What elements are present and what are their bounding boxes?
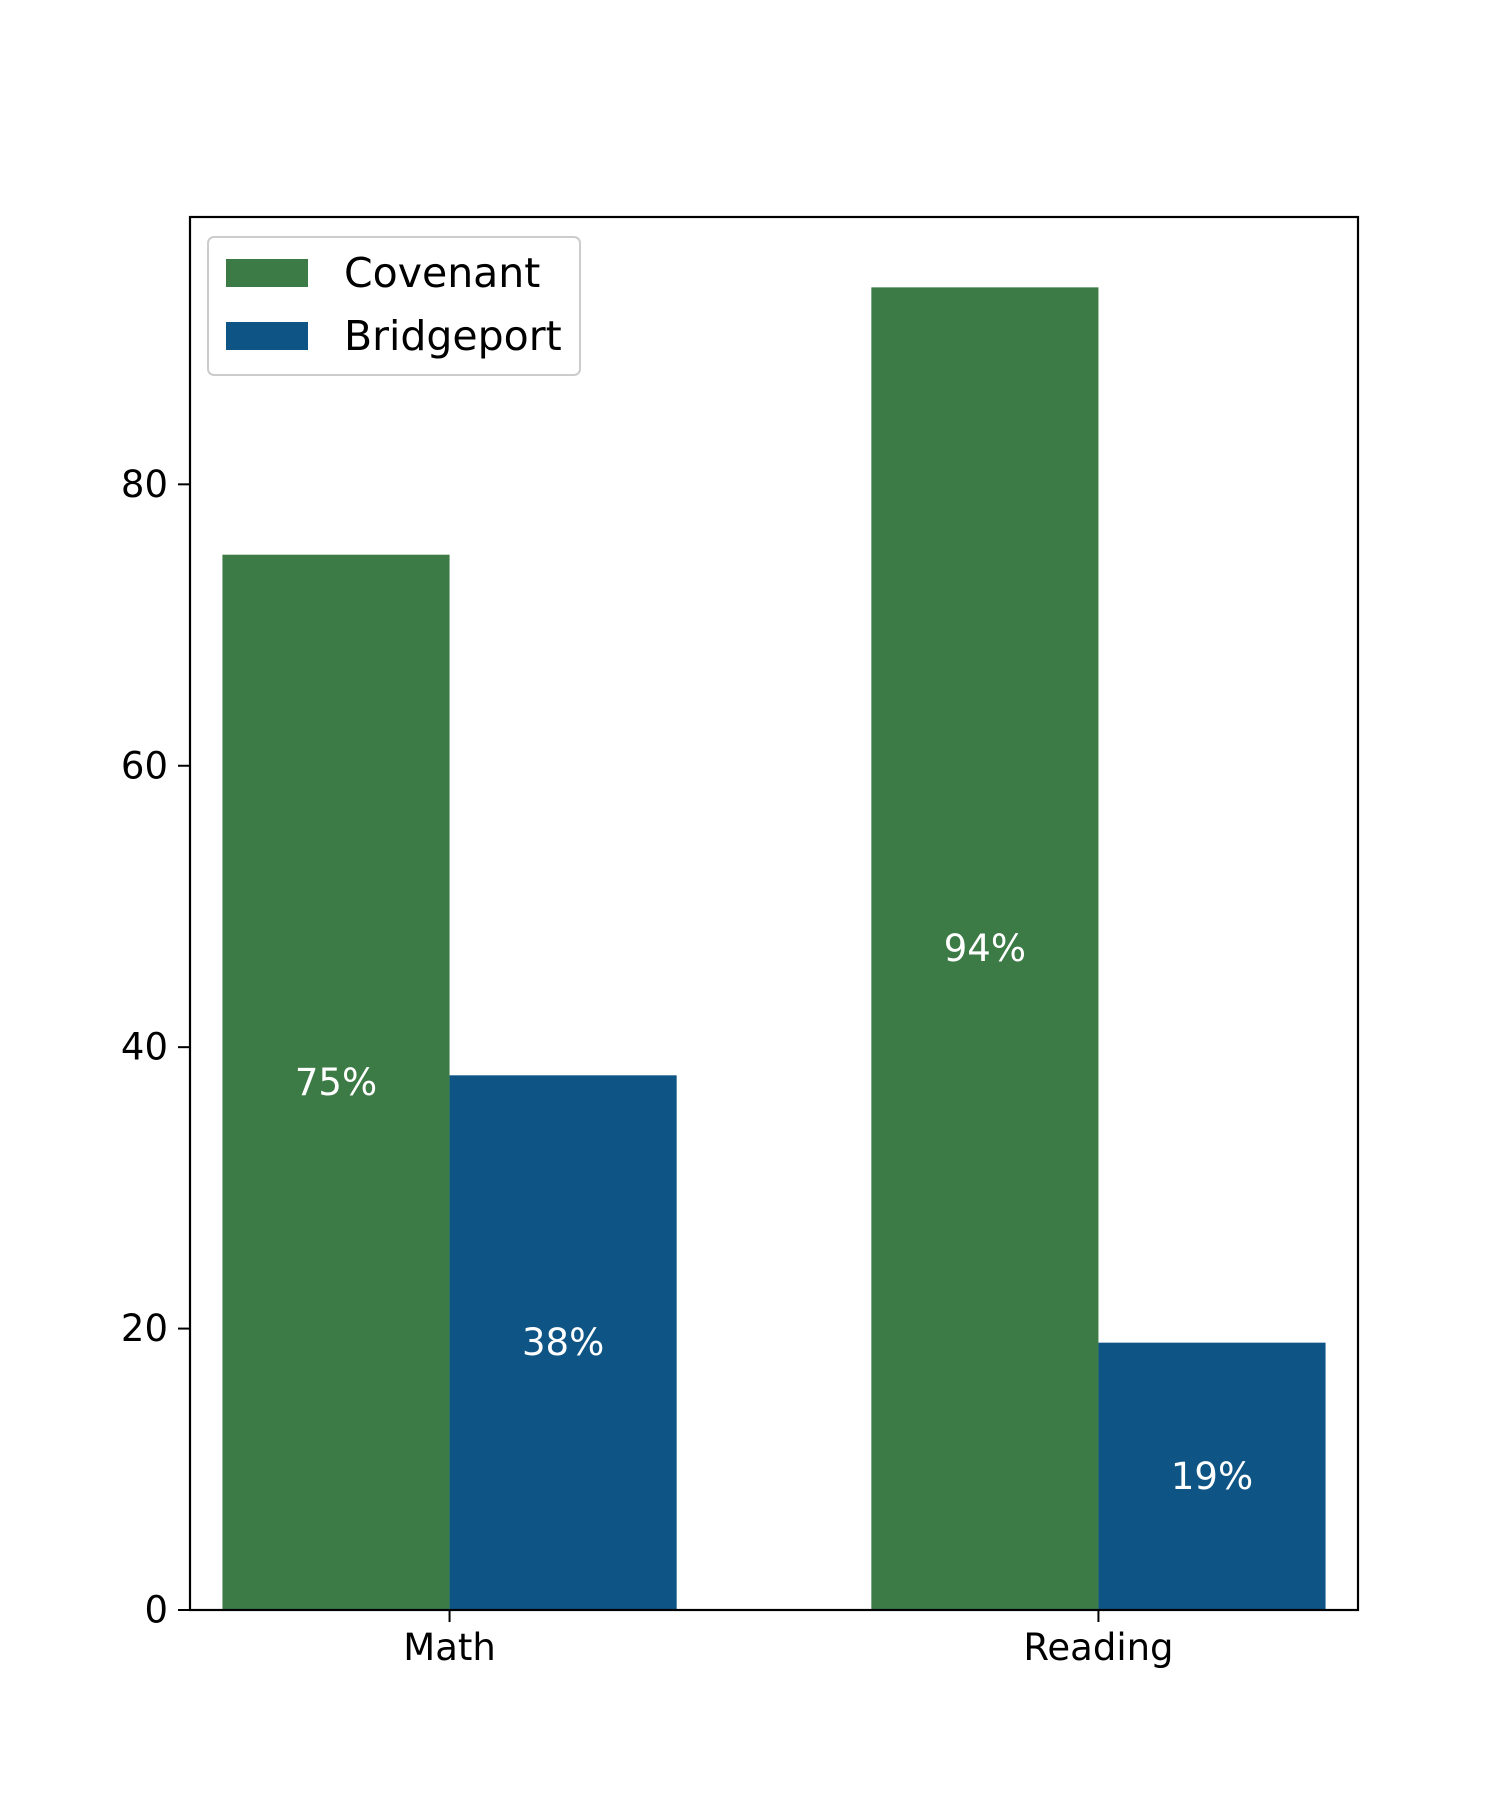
- y-tick-label: 20: [121, 1307, 168, 1350]
- y-tick-label: 0: [144, 1589, 168, 1632]
- legend-swatch-covenant: [226, 259, 308, 287]
- bar-bridgeport-reading: [1098, 1342, 1326, 1610]
- bars-layer: [222, 287, 1326, 1611]
- data-labels-layer: 75% 94% 38% 19%: [295, 927, 1253, 1498]
- data-label-bridgeport-math: 38%: [522, 1321, 604, 1364]
- data-label-covenant-reading: 94%: [944, 927, 1026, 970]
- x-tick-label-math: Math: [403, 1626, 496, 1669]
- axes-layer: 0 20 40 60 80 Math Reading: [121, 215, 1360, 1669]
- plot-frame: [188, 215, 1360, 1612]
- y-tick-label: 60: [121, 744, 168, 787]
- bar-bridgeport-math: [449, 1075, 677, 1610]
- bar-covenant-reading: [871, 287, 1099, 1611]
- legend-label-bridgeport: Bridgeport: [344, 312, 562, 360]
- data-label-covenant-math: 75%: [295, 1061, 377, 1104]
- x-tick-label-reading: Reading: [1023, 1626, 1173, 1669]
- data-label-bridgeport-reading: 19%: [1171, 1455, 1253, 1498]
- y-tick-label: 80: [121, 463, 168, 506]
- legend: Covenant Bridgeport: [207, 236, 581, 376]
- legend-swatch-bridgeport: [226, 322, 308, 350]
- y-tick-label: 40: [121, 1026, 168, 1069]
- legend-label-covenant: Covenant: [344, 249, 540, 297]
- bar-covenant-math: [222, 554, 450, 1610]
